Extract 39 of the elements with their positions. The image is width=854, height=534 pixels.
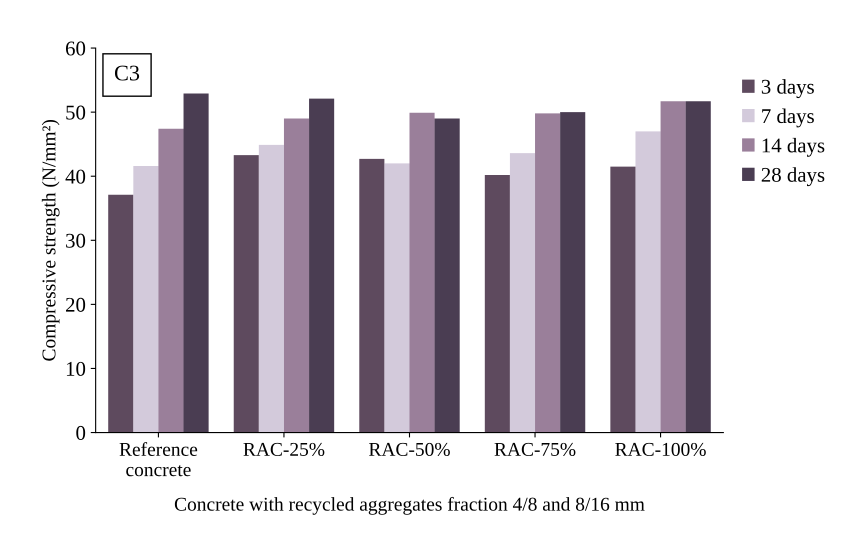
y-tick-label: 10 bbox=[66, 362, 86, 376]
bar bbox=[284, 118, 310, 433]
bar bbox=[108, 194, 134, 433]
bar bbox=[610, 166, 636, 433]
bar bbox=[510, 153, 536, 433]
bar bbox=[535, 113, 560, 433]
bar bbox=[184, 94, 209, 433]
annotation: C3 bbox=[114, 66, 140, 81]
legend-label: 28 days bbox=[762, 167, 824, 186]
legend-label: 14 days bbox=[762, 138, 824, 157]
bar bbox=[384, 163, 410, 433]
bar bbox=[635, 131, 661, 433]
bar bbox=[234, 155, 259, 433]
x-tick-label: RAC-100% bbox=[615, 442, 706, 456]
x-axis-title: Concrete with recycled aggregates fraction 4/8 and 8/16 mm bbox=[174, 496, 645, 515]
bar bbox=[309, 98, 334, 433]
x-tick-label: RAC-50% bbox=[369, 442, 450, 456]
y-tick-label: 30 bbox=[66, 234, 86, 248]
y-tick-label: 20 bbox=[66, 298, 86, 312]
legend-label: 7 days bbox=[762, 108, 814, 128]
bar bbox=[359, 158, 384, 433]
bar bbox=[434, 118, 460, 433]
bar bbox=[258, 144, 284, 433]
y-axis-title: Compressive strength (N/mm²) bbox=[42, 120, 60, 361]
x-tick-label: RAC-75% bbox=[494, 442, 576, 456]
bar bbox=[484, 174, 510, 433]
y-tick-label: 40 bbox=[66, 170, 86, 184]
x-tick-label: Reference concrete bbox=[120, 442, 198, 476]
y-tick-label: 60 bbox=[66, 41, 86, 56]
y-tick-label: 50 bbox=[66, 106, 86, 120]
x-tick-label: RAC-25% bbox=[243, 442, 324, 456]
bar bbox=[560, 112, 586, 433]
bar bbox=[686, 101, 711, 433]
bar bbox=[133, 166, 158, 433]
legend-label: 3 days bbox=[762, 79, 814, 98]
bar bbox=[158, 128, 184, 433]
bar bbox=[660, 101, 686, 433]
bar bbox=[409, 112, 435, 433]
y-tick-label: 0 bbox=[76, 426, 86, 440]
